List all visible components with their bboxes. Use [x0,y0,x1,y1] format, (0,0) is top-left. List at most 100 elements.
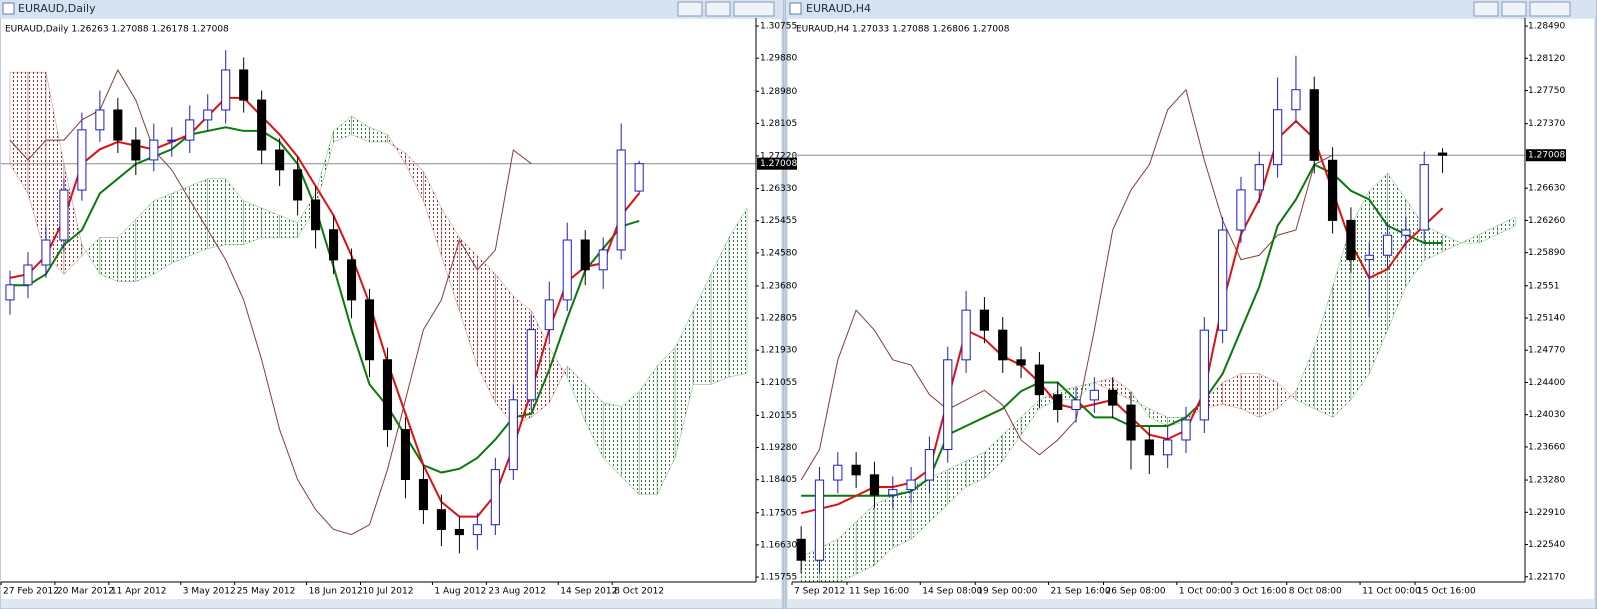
maximize-button[interactable] [705,1,731,17]
y-tick-label: 1.19280 [760,443,797,453]
candle-body [59,189,69,241]
chart-info: EURAUD,Daily 1.26263 1.27088 1.26178 1.2… [5,25,229,35]
plot [1,50,756,554]
y-tick-label: 1.23680 [760,281,797,291]
candle-body [1089,389,1099,401]
y-tick-label: 1.28120 [1528,54,1565,64]
x-tick-label: 11 Sep 16:00 [849,587,909,597]
close-button[interactable] [1529,1,1571,17]
candle-body [562,239,572,301]
candle-body [5,284,15,301]
x-tick-label: 3 May 2012 [183,587,236,597]
candle-body [924,449,935,481]
candle-body [472,524,482,536]
candle-body [1071,399,1081,410]
x-tick-label: 23 Aug 2012 [488,587,546,597]
maximize-button[interactable] [1501,1,1527,17]
candle-body [1272,109,1283,166]
candle-body [544,299,554,331]
title-bar[interactable] [0,0,783,18]
candle-body [888,489,898,496]
candle-body [1053,394,1063,410]
x-tick-label: 27 Feb 2012 [3,587,59,597]
candle-body [1327,159,1338,221]
y-tick-label: 1.21055 [760,378,797,388]
candle-body [1126,404,1136,441]
candle-body [1163,439,1173,456]
x-tick-label: 11 Apr 2012 [111,587,167,597]
y-tick-label: 1.28980 [760,87,797,97]
candle-body [239,69,249,101]
candle-body [221,69,231,111]
candle-body [634,163,644,192]
candle-body [77,129,87,191]
candle-body [400,429,411,481]
x-tick-label: 15 Oct 16:00 [1417,587,1476,597]
y-tick-label: 1.29880 [760,54,797,64]
candle-body [1144,439,1154,456]
window-title: EURAUD,Daily [18,2,96,15]
x-tick-label: 1 Aug 2012 [434,587,486,597]
x-tick-label: 26 Sep 08:00 [1106,587,1166,597]
y-tick-label: 1.23660 [1528,442,1565,452]
candle-body [616,149,626,251]
x-tick-label: 21 Sep 16:00 [1051,587,1111,597]
cloud-segment [620,391,640,496]
y-tick-label: 1.16630 [760,540,797,550]
x-tick-label: 8 Oct 08:00 [1289,587,1342,597]
x-tick-label: 20 Mar 2012 [57,587,114,597]
candle-body [598,249,608,271]
y-tick-label: 1.17505 [760,508,797,518]
y-tick-label: 1.28105 [760,119,797,129]
candle-body [508,399,518,471]
candle-body [580,239,590,271]
cloud-segment [189,178,208,257]
candle-body [1218,229,1228,331]
y-tick-label: 1.25140 [1528,313,1565,323]
x-tick-label: 11 Oct 00:00 [1362,587,1421,597]
cloud-segment [99,237,119,282]
window-icon [2,2,15,15]
candle-body [364,299,375,361]
close-button[interactable] [733,1,775,17]
candle-body [436,509,446,530]
x-tick-label: 19 Sep 00:00 [977,587,1037,597]
y-tick-label: 1.24030 [1528,410,1565,420]
y-tick-label: 1.22910 [1528,508,1565,518]
candle-body [1401,229,1411,236]
x-tick-label: 14 Sep 08:00 [922,587,982,597]
candle-body [329,229,339,261]
candle-body [833,464,843,481]
y-tick-label: 1.15755 [760,573,797,583]
candle-body [203,109,213,121]
cloud-segment [1497,216,1517,235]
candle-body [1437,152,1448,156]
candle-body [382,359,393,431]
y-tick-label: 1.26630 [1528,184,1565,194]
title-bar[interactable] [786,0,1596,18]
last-price-box [1526,149,1566,162]
cloud-segment [728,207,748,378]
minimize-button[interactable] [677,1,703,17]
y-tick-label: 1.25890 [1528,248,1565,258]
candle-body [490,469,500,526]
candle-body [418,479,428,511]
cloud-segment [207,178,226,249]
y-tick-label: 1.28490 [1528,22,1565,32]
x-tick-label: 8 Oct 2012 [614,587,664,597]
y-tick-label: 1.22170 [1528,572,1565,582]
candle-body [869,474,880,496]
candle-body [1382,234,1393,256]
candle-body [1419,164,1429,231]
candle-body [293,169,303,201]
y-tick-label: 1.24580 [760,248,797,258]
y-tick-label: 1.25455 [760,216,797,226]
indicator-line [9,126,640,474]
candle-body [1016,359,1026,366]
last-price-box [757,157,797,170]
minimize-button[interactable] [1473,1,1499,17]
candle-body [257,99,267,151]
x-tick-label: 14 Sep 2012 [560,587,617,597]
candle-body [1346,219,1356,261]
candle-body [275,149,285,171]
